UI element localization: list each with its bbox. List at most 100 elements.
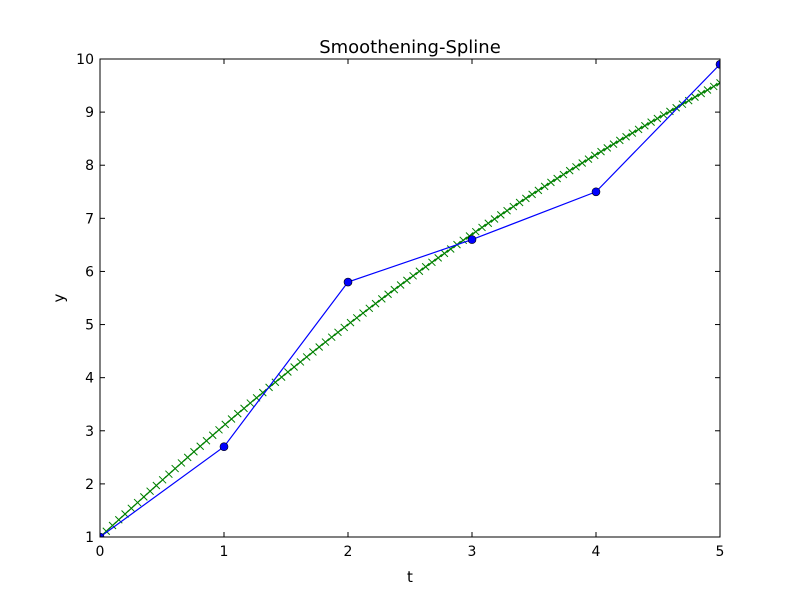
spline-x-marker — [177, 459, 186, 467]
spline-x-marker — [284, 368, 292, 376]
spline-x-marker — [640, 121, 649, 130]
spline-x-marker — [421, 262, 430, 271]
spline-x-marker — [196, 442, 205, 451]
spline-x-marker — [165, 470, 173, 479]
spline-x-marker — [584, 155, 593, 164]
spline-x-marker — [365, 304, 374, 313]
spline-x-marker — [428, 258, 436, 267]
spline-x-marker — [628, 129, 637, 137]
spline-x-marker — [647, 118, 655, 127]
spline-x-marker — [559, 170, 568, 179]
spline-x-marker — [503, 206, 511, 215]
spline-x-marker — [108, 521, 117, 530]
spline-x-marker — [302, 353, 311, 361]
spline-x-marker — [459, 236, 468, 245]
spline-x-marker — [384, 290, 392, 299]
spline-x-marker — [578, 159, 587, 167]
spline-x-marker — [296, 358, 305, 366]
y-axis-label: y — [50, 293, 68, 302]
spline-x-marker — [415, 267, 424, 276]
spline-x-marker — [553, 174, 562, 183]
spline-x-marker — [233, 409, 242, 418]
series-data-points — [100, 60, 720, 537]
spline-x-marker — [271, 378, 280, 387]
spline-x-marker — [528, 190, 536, 199]
spline-x-marker — [377, 295, 386, 303]
spline-x-marker — [146, 487, 154, 496]
spline-x-marker — [158, 475, 167, 484]
data-line — [100, 63, 720, 537]
spline-x-marker — [603, 143, 612, 152]
spline-x-marker — [709, 82, 718, 91]
chart-title: Smoothening-Spline — [319, 37, 501, 58]
spline-x-marker — [678, 100, 687, 109]
spline-x-marker — [359, 309, 367, 317]
spline-x-marker — [290, 363, 298, 371]
spline-x-marker — [471, 227, 480, 236]
spline-x-marker — [490, 215, 499, 223]
spline-x-marker — [509, 202, 518, 211]
plot-area — [100, 60, 720, 537]
x-axis-label: t — [407, 568, 413, 586]
spline-x-marker — [434, 253, 443, 262]
x-tick-label: 5 — [716, 544, 725, 560]
data-point — [100, 532, 105, 537]
spline-x-marker — [547, 178, 555, 187]
spline-x-marker — [240, 404, 248, 413]
spline-x-marker — [590, 151, 599, 160]
spline-x-marker — [396, 281, 405, 289]
spline-x-marker — [390, 285, 399, 294]
spline-x-marker — [409, 271, 417, 280]
spline-x-marker — [208, 431, 217, 440]
x-tick-label: 3 — [468, 544, 477, 560]
spline-x-marker — [634, 125, 643, 134]
spline-x-marker — [183, 453, 192, 462]
spline-x-marker — [540, 182, 549, 191]
spline-x-marker — [346, 318, 355, 327]
spline-x-marker — [697, 89, 706, 98]
spline-x-marker — [572, 162, 580, 171]
spline-x-marker — [672, 103, 681, 112]
y-tick-label: 2 — [85, 477, 94, 493]
y-tick-label: 7 — [85, 211, 94, 227]
spline-x-marker — [478, 223, 486, 232]
data-point — [219, 442, 229, 452]
spline-x-marker — [190, 447, 198, 456]
spline-x-marker — [440, 249, 449, 258]
spline-x-marker — [327, 333, 336, 342]
data-point — [591, 187, 601, 197]
spline-x-marker — [484, 219, 493, 228]
y-tick-label: 9 — [85, 105, 94, 121]
spline-x-marker — [496, 210, 505, 219]
spline-x-marker — [202, 436, 211, 445]
spline-x-marker — [258, 388, 267, 397]
data-point — [715, 60, 720, 69]
spline-x-marker — [703, 86, 712, 94]
spline-x-marker — [371, 299, 380, 308]
spline-x-marker — [352, 313, 361, 322]
x-tick-label: 1 — [220, 544, 229, 560]
spline-x-marker — [597, 147, 605, 156]
spline-x-marker — [321, 338, 330, 346]
spline-x-marker — [340, 323, 349, 332]
spline-x-marker — [609, 140, 618, 148]
y-tick-label: 8 — [85, 158, 94, 174]
spline-x-marker — [615, 136, 624, 145]
spline-x-marker — [227, 415, 236, 423]
spline-x-marker — [152, 481, 161, 490]
spline-x-marker — [127, 504, 136, 513]
x-tick-label: 4 — [592, 544, 601, 560]
spline-x-marker — [133, 498, 142, 507]
y-tick-label: 3 — [85, 424, 94, 440]
spline-x-marker — [403, 276, 411, 285]
y-tick-label: 4 — [85, 371, 94, 387]
spline-x-marker — [334, 328, 342, 337]
x-tick-label: 0 — [96, 544, 105, 560]
spline-x-marker — [246, 399, 255, 407]
y-tick-label: 5 — [85, 318, 94, 334]
spline-x-marker — [659, 111, 668, 119]
y-tick-label: 1 — [85, 530, 94, 546]
plot-frame — [99, 58, 721, 538]
spline-x-marker — [522, 194, 530, 203]
